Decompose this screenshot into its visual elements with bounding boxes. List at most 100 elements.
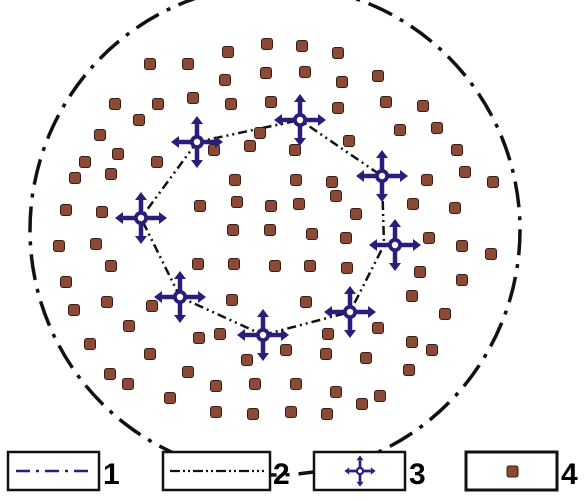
brown-dot (112, 148, 124, 160)
brown-dot (53, 240, 65, 252)
brown-dot (219, 74, 231, 86)
markers-layer (115, 94, 421, 361)
brown-dot (222, 46, 234, 58)
brown-dot (293, 198, 305, 210)
cross-marker (237, 309, 289, 361)
brown-dot (227, 224, 239, 236)
brown-dot (105, 260, 117, 272)
brown-dot (79, 156, 91, 168)
brown-dot (151, 156, 163, 168)
brown-dot (456, 240, 468, 252)
brown-dot (96, 206, 108, 218)
cross-marker (154, 271, 206, 323)
brown-dot (241, 354, 253, 366)
brown-dot (229, 174, 241, 186)
brown-dot (423, 232, 435, 244)
brown-dot (407, 198, 419, 210)
brown-dot (356, 398, 368, 410)
brown-dot (244, 140, 256, 152)
brown-dot (459, 166, 471, 178)
brown-dot (341, 262, 353, 274)
brown-dot (406, 290, 418, 302)
brown-dot (182, 58, 194, 70)
brown-dot (231, 196, 243, 208)
brown-dot (69, 172, 81, 184)
brown-dot (299, 66, 311, 78)
legend-label-4: 4 (561, 458, 578, 491)
brown-dot (122, 378, 134, 390)
brown-dot (487, 176, 499, 188)
dots-layer (53, 38, 499, 420)
brown-dot (182, 366, 194, 378)
brown-dot (360, 352, 372, 364)
brown-dot (332, 47, 344, 59)
brown-dot (296, 40, 308, 52)
brown-dot (350, 208, 362, 220)
brown-dot (340, 232, 352, 244)
brown-dot (94, 129, 106, 141)
brown-dot (260, 67, 272, 79)
brown-dot (214, 328, 226, 340)
legend: 1 2 3 4 (6, 450, 578, 492)
brown-dot (403, 364, 415, 376)
brown-dot (485, 248, 497, 260)
cross-marker (324, 286, 376, 338)
brown-dot (68, 304, 80, 316)
brown-dot (104, 368, 116, 380)
brown-dot (332, 102, 344, 114)
brown-dot (336, 76, 348, 88)
brown-dot (109, 98, 121, 110)
legend-item-1: 1 (6, 450, 120, 492)
brown-dot (144, 348, 156, 360)
brown-dot (187, 92, 199, 104)
legend-item-2: 2 (161, 450, 290, 492)
brown-dot (194, 200, 206, 212)
brown-dot (254, 127, 266, 139)
brown-dot (322, 328, 334, 340)
brown-dot (280, 344, 292, 356)
brown-dot (247, 408, 259, 420)
cross-marker (274, 94, 326, 146)
brown-dot (417, 100, 429, 112)
brown-dot (326, 176, 338, 188)
brown-dot (343, 135, 355, 147)
brown-dot (101, 296, 113, 308)
brown-dot (456, 274, 468, 286)
brown-dot (60, 204, 72, 216)
brown-dot (226, 294, 238, 306)
brown-dot (225, 98, 237, 110)
brown-dot (380, 96, 392, 108)
brown-dot (210, 380, 222, 392)
brown-dot (192, 258, 204, 270)
brown-dot (304, 260, 316, 272)
cross-marker-icon (344, 455, 376, 487)
brown-dot (330, 190, 342, 202)
legend-label-3: 3 (409, 458, 426, 491)
brown-dot (105, 168, 117, 180)
cross-marker (356, 150, 408, 202)
brown-dot (261, 38, 273, 50)
brown-dot (320, 348, 332, 360)
brown-dot (164, 392, 176, 404)
brown-dot (372, 70, 384, 82)
cross-marker (369, 219, 421, 271)
brown-dot (290, 378, 302, 390)
legend-label-2: 2 (273, 458, 290, 491)
brown-dot (414, 266, 426, 278)
brown-dot (133, 114, 145, 126)
cross-marker (171, 116, 223, 168)
brown-dot (249, 378, 261, 390)
legend-item-3: 3 (312, 450, 426, 492)
brown-dot (451, 144, 463, 156)
brown-dot (289, 144, 301, 156)
brown-dot (60, 276, 72, 288)
cross-marker (115, 192, 167, 244)
brown-dot (394, 124, 406, 136)
brown-dot (264, 224, 276, 236)
brown-dot (84, 338, 96, 350)
outer-boundary (28, 0, 522, 477)
brown-dot (210, 406, 222, 418)
brown-dot (152, 98, 164, 110)
cross-marker (344, 455, 376, 487)
